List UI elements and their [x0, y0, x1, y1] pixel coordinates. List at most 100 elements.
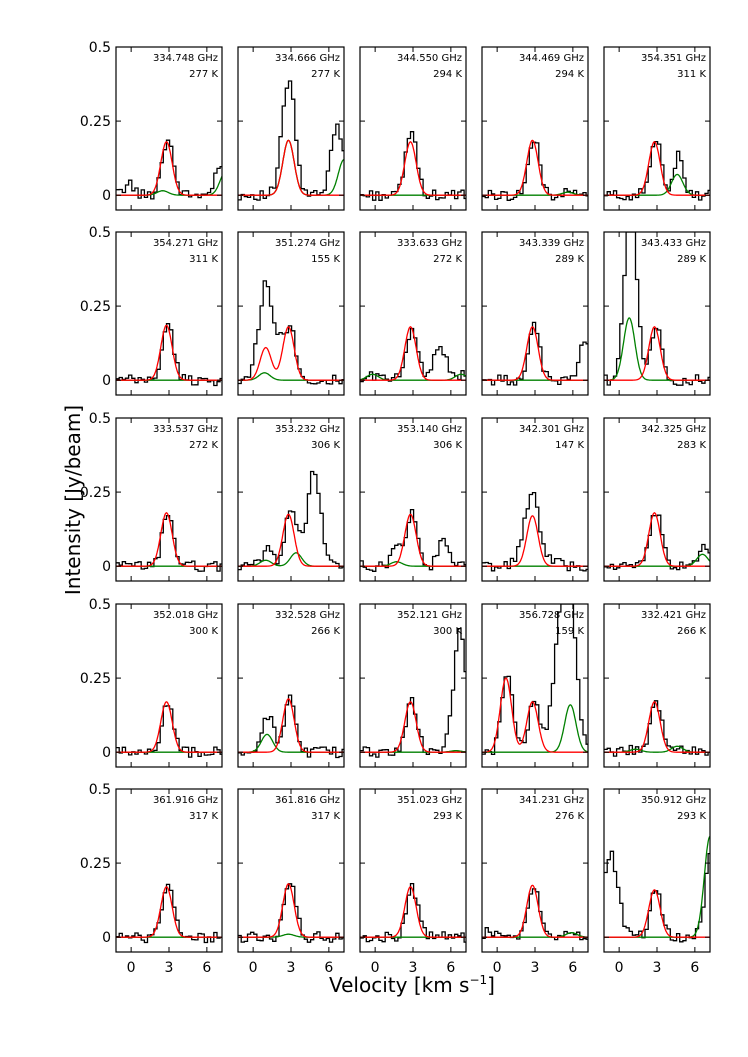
observed-spectrum [360, 627, 466, 758]
panel-temperature: 277 K [189, 69, 218, 80]
panel-grid: 0 0.25 0.5 334.748 GHz 277 K 334.666 GHz 277 K… [80, 40, 711, 976]
model-line [604, 512, 710, 567]
spectrum-panel: 343.339 GHz 289 K [481, 231, 589, 396]
spectrum-panel: 0 3 6 350.912 GHz 293 K [603, 788, 711, 976]
panel-frequency: 341.231 GHz [519, 795, 584, 806]
model-line [116, 512, 222, 567]
panel-frequency: 354.271 GHz [153, 238, 218, 249]
panel-frequency: 333.537 GHz [153, 424, 218, 435]
spectrum-panel: 0 3 6 351.023 GHz 293 K [359, 788, 467, 976]
model-line [482, 139, 588, 196]
y-tick-label: 0.5 [89, 225, 111, 241]
model-line [238, 883, 344, 938]
y-tick-label: 0.5 [89, 411, 111, 427]
panel-frequency: 361.916 GHz [153, 795, 218, 806]
model-line [360, 701, 466, 753]
observed-spectrum [238, 883, 344, 943]
observed-spectrum [482, 888, 588, 941]
model-line [482, 326, 588, 381]
panel-temperature: 317 K [311, 811, 340, 822]
y-tick-label: 0.25 [80, 114, 111, 130]
y-tick-label: 0.25 [80, 485, 111, 501]
spectrum-panel: 352.121 GHz 300 K [359, 603, 467, 768]
spectrum-panel: 344.469 GHz 294 K [481, 46, 589, 211]
model-line [116, 141, 222, 196]
observed-spectrum [116, 139, 222, 200]
spectrum-panel: 0 0.25 0.5 334.748 GHz 277 K [80, 40, 223, 211]
panel-temperature: 306 K [433, 440, 462, 451]
spectrum-panel: 334.666 GHz 277 K [237, 46, 345, 211]
blend-model-line [238, 139, 344, 196]
observed-spectrum [116, 705, 222, 758]
spectrum-panel: 343.433 GHz 289 K [603, 231, 711, 396]
y-tick-label: 0.25 [80, 856, 111, 872]
y-tick-label: 0 [102, 373, 111, 389]
observed-spectrum [116, 883, 222, 944]
spectrum-panel: 0 0.25 0.5 354.271 GHz 311 K [80, 225, 223, 396]
x-tick-label: 0 [249, 960, 258, 976]
observed-spectrum [116, 515, 222, 572]
panel-frequency: 351.023 GHz [397, 795, 462, 806]
observed-spectrum [360, 131, 466, 201]
spectrum-panel: 332.421 GHz 266 K [603, 603, 711, 768]
model-line [116, 886, 222, 938]
panel-temperature: 311 K [189, 254, 218, 265]
panel-temperature: 276 K [555, 811, 584, 822]
model-line [360, 513, 466, 567]
spectrum-panel: 333.633 GHz 272 K [359, 231, 467, 396]
panel-temperature: 300 K [189, 626, 218, 637]
observed-spectrum [238, 470, 344, 571]
spectrum-panel: 353.140 GHz 306 K [359, 417, 467, 582]
model-line [116, 324, 222, 381]
panel-temperature: 266 K [311, 626, 340, 637]
x-tick-label: 3 [409, 960, 418, 976]
model-line [238, 139, 344, 196]
panel-frequency: 354.351 GHz [641, 53, 706, 64]
panel-temperature: 294 K [555, 69, 584, 80]
observed-spectrum [360, 508, 466, 572]
observed-spectrum [238, 80, 344, 201]
panel-frequency: 353.232 GHz [275, 424, 340, 435]
model-line [604, 889, 710, 938]
panel-frequency: 343.433 GHz [641, 238, 706, 249]
y-tick-label: 0.5 [89, 782, 111, 798]
x-tick-label: 6 [690, 960, 699, 976]
model-line [360, 886, 466, 938]
x-tick-label: 3 [287, 960, 296, 976]
blend-model-line [604, 173, 710, 196]
x-tick-label: 6 [446, 960, 455, 976]
x-tick-label: 0 [615, 960, 624, 976]
model-line [482, 515, 588, 567]
x-tick-label: 3 [653, 960, 662, 976]
observed-spectrum [116, 323, 222, 387]
x-tick-label: 3 [531, 960, 540, 976]
model-line [238, 326, 344, 381]
blend-model-line [482, 704, 588, 753]
spectrum-panel: 0 0.25 0.5 0 3 6 361.916 GHz 317 K [80, 782, 223, 976]
panel-temperature: 266 K [677, 626, 706, 637]
observed-spectrum [238, 280, 344, 385]
y-tick-label: 0.5 [89, 597, 111, 613]
panel-frequency: 351.274 GHz [275, 238, 340, 249]
x-axis-label: Velocity [km s−1] [329, 973, 495, 997]
observed-spectrum [482, 491, 588, 572]
panel-temperature: 293 K [433, 811, 462, 822]
panel-temperature: 300 K [433, 626, 462, 637]
model-line [360, 326, 466, 381]
panel-temperature: 159 K [555, 626, 584, 637]
spectrum-panel: 344.550 GHz 294 K [359, 46, 467, 211]
panel-temperature: 289 K [555, 254, 584, 265]
panel-temperature: 272 K [189, 440, 218, 451]
panel-temperature: 293 K [677, 811, 706, 822]
observed-spectrum [604, 140, 710, 201]
model-line [604, 141, 710, 196]
panel-temperature: 277 K [311, 69, 340, 80]
panel-frequency: 353.140 GHz [397, 424, 462, 435]
y-tick-label: 0 [102, 559, 111, 575]
spectrum-panel: 354.351 GHz 311 K [603, 46, 711, 211]
spectrum-panel: 0 3 6 341.231 GHz 276 K [481, 788, 589, 976]
spectrum-panel: 0 0.25 0.5 352.018 GHz 300 K [80, 597, 223, 768]
spectrum-panel: 342.325 GHz 283 K [603, 417, 711, 582]
model-line [604, 701, 710, 753]
panel-frequency: 333.633 GHz [397, 238, 462, 249]
